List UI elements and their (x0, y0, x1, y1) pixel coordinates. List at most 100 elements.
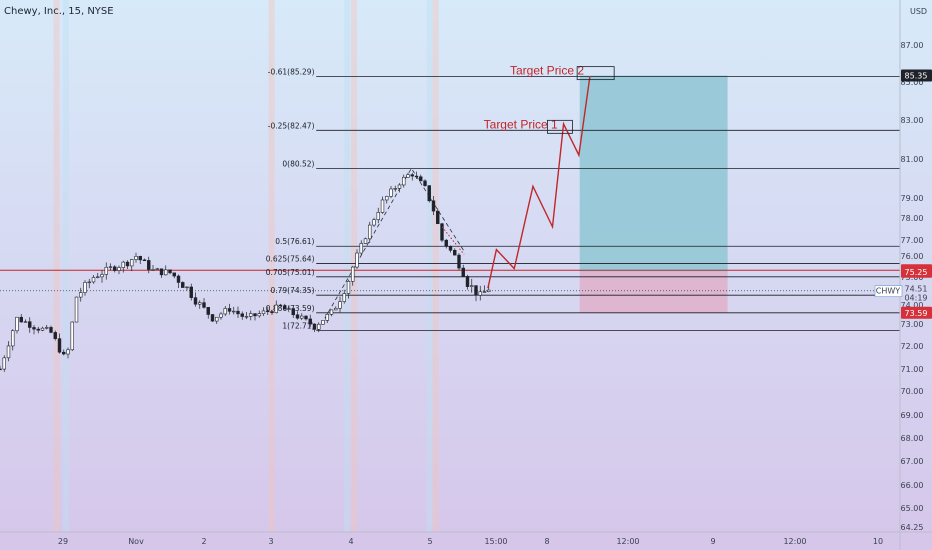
candle-body (19, 316, 23, 323)
candle-body (346, 281, 351, 294)
y-tick-label: 74.00 (901, 301, 924, 310)
candle-body (487, 289, 491, 293)
y-tick-label: 69.00 (901, 411, 924, 420)
y-tick-label: 68.00 (901, 434, 924, 443)
target-price-box (576, 66, 615, 81)
candle-body (406, 174, 410, 178)
candle-body (270, 311, 274, 314)
candle-body (104, 266, 108, 275)
fib-level-label: 0.625(75.64) (266, 255, 315, 264)
candle-body (244, 316, 249, 318)
candle-body (83, 282, 87, 293)
session-band (351, 0, 358, 532)
projection-path (487, 76, 591, 289)
candle-body (96, 276, 100, 278)
candle-body (389, 188, 393, 197)
candle-body (138, 256, 142, 261)
candle-body (87, 281, 91, 284)
candle-body (351, 266, 355, 282)
candle-body (261, 310, 266, 314)
candle-body (283, 305, 287, 310)
candle-body (478, 291, 482, 296)
candle-body (363, 238, 368, 244)
candle-body (79, 292, 83, 298)
y-tick-label: 67.00 (901, 457, 924, 466)
target-zone (579, 75, 728, 272)
candle-body (470, 285, 474, 287)
candle-body (291, 308, 295, 316)
candle-body (100, 274, 104, 278)
candle-body (113, 266, 117, 271)
candle-body (482, 291, 487, 293)
candle-body (181, 282, 185, 288)
y-tick-label: 73.00 (901, 320, 924, 329)
candle-body (329, 309, 334, 315)
x-tick-label: 12:00 (616, 537, 639, 546)
x-tick-label: 15:00 (484, 537, 507, 546)
x-tick-label: 4 (348, 537, 353, 546)
candle-body (457, 254, 461, 269)
candle-body (142, 259, 147, 262)
session-band (426, 0, 433, 532)
candle-body (66, 349, 70, 355)
candle-body (431, 200, 436, 212)
x-tick-label: 3 (268, 537, 273, 546)
candle-body (159, 268, 164, 276)
candle-body (321, 320, 325, 325)
y-tick-label: 76.00 (901, 252, 924, 261)
candle-body (342, 293, 346, 302)
candle-body (240, 313, 244, 317)
bar-countdown: 04:19 (904, 294, 927, 303)
session-band (62, 0, 69, 532)
candle-body (465, 276, 470, 287)
candle-body (295, 314, 300, 319)
candle-body (32, 327, 36, 330)
candle-body (308, 318, 312, 325)
fib-level-label: -0.25(82.47) (268, 121, 315, 130)
price-tag-label: 75.25 (905, 268, 928, 277)
candle-body (249, 313, 253, 317)
candle-body (117, 267, 121, 271)
candle-body (414, 175, 419, 178)
candle-body (287, 308, 291, 310)
candle-body (372, 219, 376, 226)
y-tick-label: 70.00 (901, 387, 924, 396)
candle-body (23, 321, 28, 323)
candle-body (198, 302, 202, 305)
candle-body (317, 323, 321, 330)
candle-body (155, 268, 159, 270)
candle-body (402, 176, 406, 186)
candle-body (193, 297, 198, 305)
target-price-box (547, 119, 573, 134)
y-tick-label: 83.00 (901, 116, 924, 125)
session-band (53, 0, 60, 532)
chart-title: Chewy, Inc., 15, NYSE (4, 6, 114, 17)
candle-body (444, 239, 448, 247)
candle-body (325, 314, 329, 321)
candle-body (436, 210, 440, 225)
candle-body (15, 316, 19, 332)
symbol-label: CHWY (876, 287, 901, 296)
candle-body (278, 304, 283, 307)
candle-body (53, 332, 57, 339)
candle-body (168, 269, 172, 274)
fib-level-label: 0.886(73.59) (266, 304, 315, 313)
price-tag (901, 69, 932, 82)
candle-body (45, 327, 49, 329)
candle-body (36, 328, 40, 331)
candle-body (257, 313, 261, 317)
candle-body (0, 368, 2, 371)
price-tag-label: 73.59 (905, 309, 928, 318)
fib-level-label: 0.705(75.01) (266, 268, 315, 277)
candle-body (74, 296, 79, 323)
candle-body (355, 252, 359, 268)
candle-body (232, 310, 236, 313)
y-tick-label: 87.00 (901, 41, 924, 50)
fib-level-label: 1(72.71) (282, 321, 314, 330)
candle-body (172, 272, 176, 277)
currency-label: USD (910, 7, 927, 16)
y-tick-label: 78.00 (901, 214, 924, 223)
candle-body (70, 321, 74, 351)
